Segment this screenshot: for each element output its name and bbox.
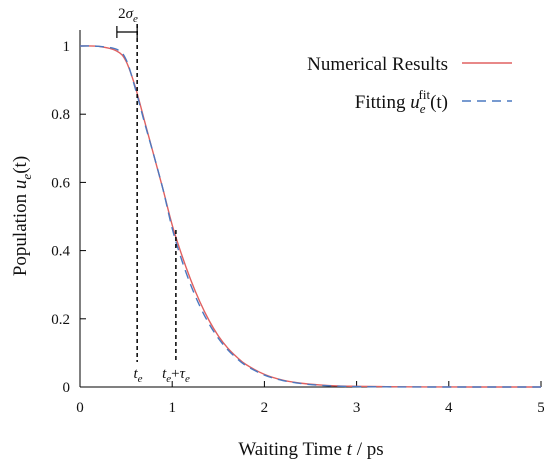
series-line-numerical bbox=[79, 45, 542, 388]
t-e-plus-tau-e-label: te+τe bbox=[162, 366, 190, 385]
legend-label-fitting: Fitting uefit(t) bbox=[355, 87, 448, 116]
x-axis-label: Waiting Time t / ps bbox=[238, 439, 383, 460]
t-e-label: te bbox=[133, 366, 142, 385]
y-tick-label: 0.6 bbox=[51, 175, 70, 191]
x-tick-label: 5 bbox=[537, 400, 544, 416]
series-line-fitting bbox=[79, 45, 541, 388]
y-tick-label: 1 bbox=[63, 39, 71, 55]
x-tick-label: 1 bbox=[168, 400, 176, 416]
x-tick-label: 3 bbox=[353, 400, 361, 416]
legend: Numerical Results Fitting uefit(t) bbox=[307, 54, 512, 116]
plot-layer: 0 1 2 3 4 5 0 0.2 0.4 0.6 0.8 1 bbox=[51, 24, 544, 416]
x-tick-label: 2 bbox=[261, 400, 269, 416]
two-sigma-label: 2σe bbox=[118, 6, 138, 25]
y-tick-label: 0 bbox=[63, 380, 71, 396]
two-sigma-bracket bbox=[116, 26, 138, 38]
annotations: 2σe te te+τe bbox=[116, 6, 190, 385]
y-tick-label: 0.2 bbox=[51, 312, 70, 328]
y-tick-label: 0.8 bbox=[51, 107, 70, 123]
y-axis-label: Population ue(t) bbox=[10, 156, 34, 276]
legend-label-numerical: Numerical Results bbox=[307, 54, 448, 75]
y-tick-label: 0.4 bbox=[51, 244, 70, 260]
x-tick-label: 0 bbox=[76, 400, 84, 416]
x-tick-label: 4 bbox=[445, 400, 453, 416]
